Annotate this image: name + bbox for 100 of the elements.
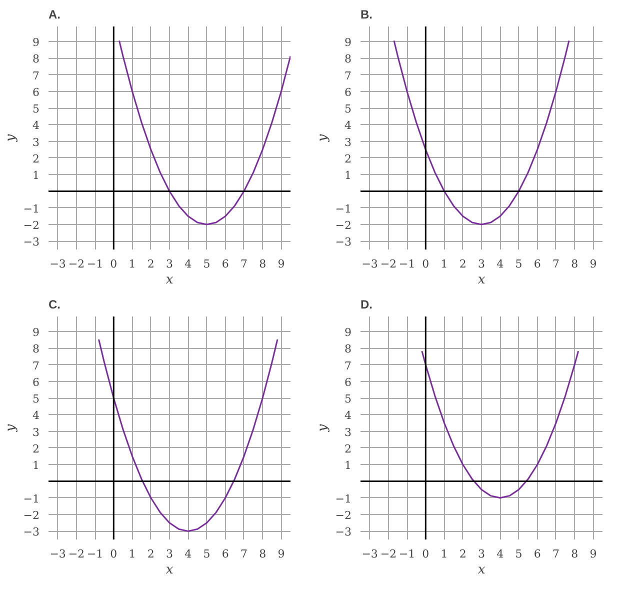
y-tick-label: 2 <box>344 442 352 456</box>
y-tick-label: 8 <box>32 52 40 66</box>
x-tick-label: 7 <box>240 258 248 270</box>
y-axis-title: y <box>3 424 18 433</box>
x-axis-title: x <box>478 272 486 288</box>
x-tick-label: 2 <box>459 258 466 270</box>
y-tick-label: 5 <box>32 102 40 116</box>
x-tick-label: 1 <box>440 258 448 270</box>
y-tick-label: 1 <box>344 459 352 472</box>
y-tick-label: 6 <box>344 86 352 99</box>
y-tick-label: 3 <box>32 426 40 439</box>
y-tick-label: 2 <box>32 152 40 166</box>
x-tick-label: 9 <box>278 258 285 270</box>
y-tick-label: 9 <box>32 36 40 49</box>
y-tick-label: −1 <box>23 492 40 506</box>
y-axis-title: y <box>315 134 330 143</box>
x-tick-label: 9 <box>278 548 285 560</box>
x-tick-label: −1 <box>86 258 104 270</box>
x-tick-label: 6 <box>222 548 229 560</box>
y-tick-label: 8 <box>32 342 40 356</box>
y-tick-label: 8 <box>344 52 352 66</box>
y-tick-label: 3 <box>344 136 352 149</box>
x-tick-label: 2 <box>459 548 466 560</box>
y-tick-label: 2 <box>32 442 40 456</box>
y-tick-label: 4 <box>32 409 40 422</box>
y-tick-label: 6 <box>32 376 40 389</box>
x-tick-label: 8 <box>571 258 578 270</box>
y-tick-label: 5 <box>32 392 40 406</box>
x-tick-label: 3 <box>166 548 173 560</box>
chart-title: B. <box>360 8 372 22</box>
y-tick-label: 5 <box>344 392 352 406</box>
x-tick-label: 5 <box>515 258 522 270</box>
y-tick-label: −2 <box>23 219 40 232</box>
y-axis-title: y <box>3 134 18 143</box>
x-tick-label: 5 <box>515 548 522 560</box>
y-tick-label: 9 <box>344 326 352 339</box>
x-tick-label: −1 <box>398 548 416 560</box>
x-tick-label: −3 <box>50 548 66 560</box>
x-tick-label: −2 <box>380 548 397 560</box>
y-tick-label: −1 <box>23 202 40 216</box>
y-tick-label: 4 <box>32 119 40 132</box>
x-tick-label: 2 <box>147 548 154 560</box>
x-tick-label: 9 <box>590 258 597 270</box>
x-tick-label: −1 <box>86 548 104 560</box>
x-tick-label: 3 <box>478 258 485 270</box>
line-series <box>118 40 290 226</box>
line-series <box>98 338 278 532</box>
x-tick-label: −3 <box>362 548 378 560</box>
y-tick-label: −1 <box>335 202 352 216</box>
y-tick-label: 1 <box>32 459 40 472</box>
x-tick-label: 4 <box>496 548 504 560</box>
chart-title: A. <box>48 8 60 22</box>
x-tick-label: 4 <box>184 548 192 560</box>
y-tick-label: −3 <box>23 526 40 539</box>
y-tick-label: −2 <box>335 509 352 522</box>
x-tick-label: 7 <box>552 258 560 270</box>
x-tick-label: 3 <box>478 548 485 560</box>
x-tick-label: 1 <box>128 258 136 270</box>
y-tick-label: 7 <box>32 359 40 372</box>
y-tick-label: 6 <box>32 86 40 99</box>
x-tick-label: 3 <box>166 258 173 270</box>
y-tick-label: 6 <box>344 376 352 389</box>
y-tick-label: −3 <box>335 236 352 249</box>
y-tick-label: 2 <box>344 152 352 166</box>
x-tick-label: −2 <box>68 258 85 270</box>
x-tick-label: 0 <box>110 258 118 270</box>
y-tick-label: 4 <box>344 409 352 422</box>
y-tick-label: 1 <box>344 169 352 182</box>
x-tick-label: 6 <box>534 548 541 560</box>
y-tick-label: 7 <box>32 69 40 82</box>
x-tick-label: 8 <box>259 258 266 270</box>
x-tick-label: −2 <box>68 548 85 560</box>
chart-title: D. <box>360 298 372 312</box>
y-tick-label: 7 <box>344 69 352 82</box>
x-tick-label: 5 <box>203 258 210 270</box>
x-tick-label: 8 <box>571 548 578 560</box>
x-tick-label: 7 <box>240 548 248 560</box>
y-tick-label: −2 <box>335 219 352 232</box>
x-axis-title: x <box>478 562 486 578</box>
x-tick-label: 6 <box>222 258 229 270</box>
x-tick-label: 1 <box>128 548 136 560</box>
x-tick-label: 5 <box>203 548 210 560</box>
x-tick-label: 9 <box>590 548 597 560</box>
y-tick-label: 9 <box>344 36 352 49</box>
x-tick-label: 7 <box>552 548 560 560</box>
x-axis-title: x <box>166 562 174 578</box>
x-tick-label: −3 <box>50 258 66 270</box>
x-tick-label: −2 <box>380 258 397 270</box>
y-tick-label: 5 <box>344 102 352 116</box>
x-tick-label: 1 <box>440 548 448 560</box>
y-tick-label: 8 <box>344 342 352 356</box>
x-tick-label: 8 <box>259 548 266 560</box>
line-series <box>421 350 580 499</box>
x-tick-label: 6 <box>534 258 541 270</box>
y-tick-label: 4 <box>344 119 352 132</box>
y-tick-label: −2 <box>23 509 40 522</box>
chart-title: C. <box>48 298 60 312</box>
y-tick-label: 7 <box>344 359 352 372</box>
y-tick-label: 3 <box>32 136 40 149</box>
x-tick-label: −3 <box>362 258 378 270</box>
